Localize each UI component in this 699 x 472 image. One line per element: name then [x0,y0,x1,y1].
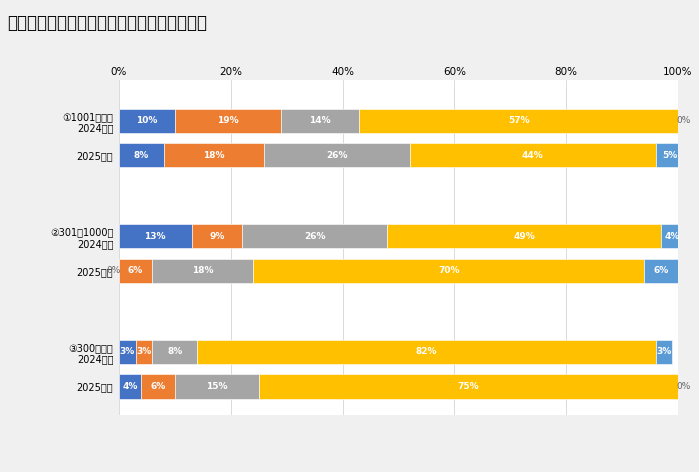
Bar [661,224,684,248]
Bar [192,224,242,248]
Text: ［図表１２］最終面接の実施形式の前年比較: ［図表１２］最終面接の実施形式の前年比較 [7,14,207,32]
Text: 14%: 14% [310,116,331,125]
Legend: オンライン形式のみ, オンライン形式を主軸に対面形式でも実施, 対面形式を主軸にオンライン形式でも実施, 対面形式のみ, 検討中: オンライン形式のみ, オンライン形式を主軸に対面形式でも実施, 対面形式を主軸に… [209,469,588,472]
Text: 0%: 0% [106,266,120,275]
Bar [264,143,410,168]
Text: 6%: 6% [654,266,669,275]
Bar [164,143,264,168]
Bar [152,340,197,364]
Text: 6%: 6% [128,266,143,275]
Text: 15%: 15% [206,382,227,391]
Bar [197,340,656,364]
Bar [119,374,141,398]
Bar [141,374,175,398]
Bar [359,109,678,133]
Text: 6%: 6% [150,382,166,391]
Bar [644,259,678,283]
Bar [410,143,656,168]
Text: 8%: 8% [134,151,149,160]
Text: 4%: 4% [122,382,138,391]
Text: 82%: 82% [416,347,437,356]
Text: 44%: 44% [521,151,544,160]
Bar [175,374,259,398]
Bar [119,259,152,283]
Bar [259,374,678,398]
Text: 4%: 4% [665,232,680,241]
Text: 3%: 3% [120,347,135,356]
Text: 57%: 57% [508,116,529,125]
Text: 19%: 19% [217,116,238,125]
Bar [119,109,175,133]
Bar [281,109,359,133]
Text: 13%: 13% [145,232,166,241]
Text: 75%: 75% [458,382,479,391]
Bar [242,224,387,248]
Bar [136,340,152,364]
Text: 8%: 8% [167,347,182,356]
Bar [656,143,684,168]
Bar [253,259,644,283]
Bar [119,340,136,364]
Bar [656,340,672,364]
Text: 0%: 0% [677,382,691,391]
Bar [119,224,192,248]
Text: 18%: 18% [203,151,224,160]
Text: 70%: 70% [438,266,459,275]
Bar [119,143,164,168]
Text: 10%: 10% [136,116,157,125]
Text: 18%: 18% [192,266,213,275]
Text: 26%: 26% [304,232,325,241]
Text: 9%: 9% [209,232,224,241]
Text: 0%: 0% [677,116,691,125]
Bar [387,224,661,248]
Bar [175,109,281,133]
Text: 26%: 26% [326,151,347,160]
Text: 3%: 3% [656,347,672,356]
Text: 3%: 3% [136,347,152,356]
Text: 5%: 5% [662,151,677,160]
Text: 49%: 49% [513,232,535,241]
Bar [152,259,253,283]
